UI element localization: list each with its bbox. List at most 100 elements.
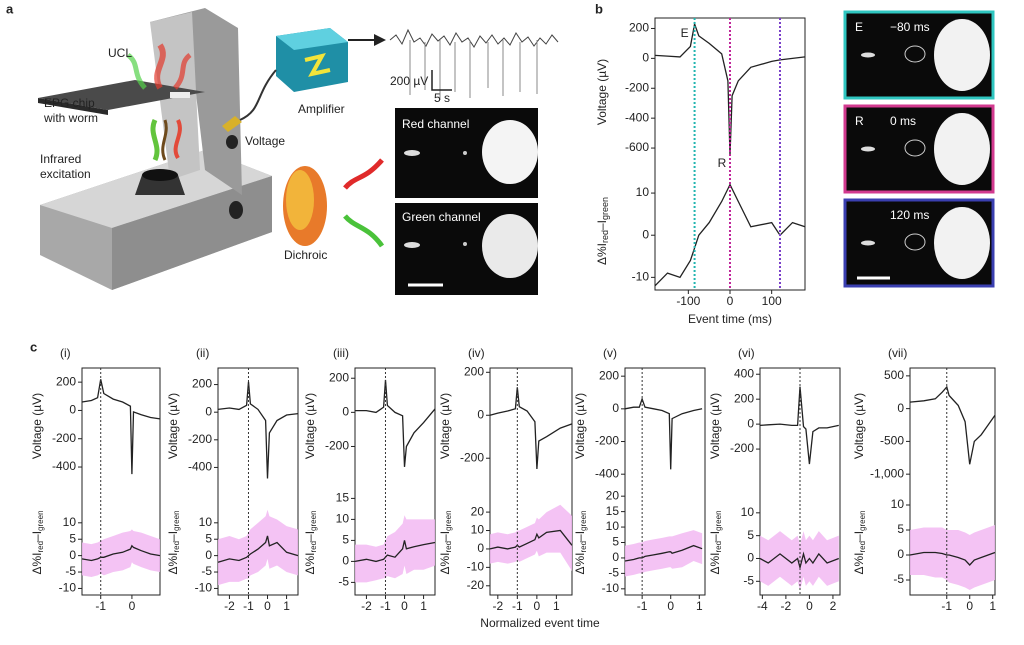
frames: E −80 ms R 0 ms 120 ms <box>843 10 995 288</box>
y-tick-label: 15 <box>606 504 620 518</box>
y-tick-label: 0 <box>747 551 754 565</box>
y-axis-label: Δ%Ired–Igreen <box>438 510 453 574</box>
label: EPG chip <box>44 96 95 110</box>
y-axis-label: Δ%Ired–Igreen <box>30 510 45 574</box>
microscope-part <box>173 53 192 90</box>
label-part: green <box>858 510 867 530</box>
microscope-part <box>150 118 160 162</box>
camera-image-part <box>482 214 538 278</box>
y-axis-label: Voltage (µV) <box>303 393 317 459</box>
y-tick-label: 0 <box>342 554 349 568</box>
microscope-part <box>170 92 190 98</box>
label-part: –I <box>303 531 317 541</box>
microscope-part <box>229 201 243 219</box>
data-line <box>654 21 806 156</box>
data-line <box>81 544 161 562</box>
label-part: green <box>36 510 45 530</box>
y-tick-label: -200 <box>460 450 484 464</box>
x-tick-label: -1 <box>512 599 523 613</box>
camera-image-part <box>404 242 420 248</box>
annotation: E <box>681 26 689 40</box>
image-blob <box>861 240 875 246</box>
y-tick-label: 5 <box>342 533 349 547</box>
x-tick-label: 1 <box>283 599 290 613</box>
x-axis-label: Normalized event time <box>480 616 600 630</box>
chart-label: (vi) <box>738 346 755 360</box>
x-tick-label: -1 <box>637 599 648 613</box>
label: Red channel <box>402 117 469 131</box>
data-line <box>909 551 996 566</box>
label-part: green <box>600 197 610 220</box>
y-axis-label: Voltage (µV) <box>708 393 722 459</box>
label-part: Δ%I <box>30 553 44 575</box>
label-part: Δ%I <box>595 243 609 265</box>
label-part: red <box>172 541 181 553</box>
x-tick-label: 0 <box>129 599 136 613</box>
microscope-part <box>135 175 185 195</box>
label: excitation <box>40 167 91 181</box>
y-tick-label: 500 <box>884 368 904 382</box>
x-tick-label: 0 <box>966 599 973 613</box>
chart: (vi) 400 200 0 -200 Voltage (µV) 10 5 0 -5 Δ%Ired–… <box>708 346 841 613</box>
voltage-trace <box>389 28 559 100</box>
x-tick-label: -2 <box>224 599 235 613</box>
chart-label: (ii) <box>196 346 209 360</box>
label-part: red <box>36 541 45 553</box>
data-line <box>624 544 703 562</box>
amplifier-part <box>374 34 386 46</box>
label-part: green <box>579 510 588 530</box>
y-tick-label: 200 <box>56 374 76 388</box>
x-tick-label: -1 <box>95 599 106 613</box>
y-tick-label: -200 <box>730 441 754 455</box>
microscope-part <box>173 119 182 160</box>
y-tick-label: -1,000 <box>870 466 904 480</box>
amplifier-part <box>276 28 348 50</box>
data-line <box>217 535 299 563</box>
label: Infrared <box>40 152 81 166</box>
y-tick-label: 10 <box>636 185 650 199</box>
y-tick-label: 10 <box>471 523 485 537</box>
microscope-part <box>150 8 242 195</box>
chart-label: (iii) <box>333 346 349 360</box>
label-part: –I <box>708 531 722 541</box>
camera-image-part <box>482 120 538 184</box>
y-axis-label: Voltage (µV) <box>166 393 180 459</box>
x-tick-label: 1 <box>696 599 703 613</box>
error-band <box>910 525 995 590</box>
x-tick-label: 0 <box>727 294 734 308</box>
frame-label: R <box>855 114 864 128</box>
x-tick-label: 0 <box>401 599 408 613</box>
y-tick-label: 200 <box>629 21 649 35</box>
y-tick-label: 0 <box>69 548 76 562</box>
y-tick-label: 0 <box>612 401 619 415</box>
label-part: Δ%I <box>708 553 722 575</box>
y-tick-label: -5 <box>893 572 904 586</box>
image-blob <box>934 113 990 185</box>
label-part: red <box>858 541 867 553</box>
panel-label: c <box>30 339 37 354</box>
voltage-trace-part <box>389 28 559 48</box>
y-tick-label: -400 <box>625 110 649 124</box>
y-tick-label: -400 <box>188 460 212 474</box>
x-tick-label: 100 <box>762 294 782 308</box>
y-tick-label: 0 <box>205 404 212 418</box>
data-line <box>759 386 839 465</box>
y-tick-label: 10 <box>199 515 213 529</box>
y-tick-label: 200 <box>599 368 619 382</box>
x-tick-label: 2 <box>830 599 837 613</box>
label-part: –I <box>595 220 609 230</box>
y-tick-label: 5 <box>747 528 754 542</box>
data-line <box>489 387 573 470</box>
data-line <box>654 183 806 287</box>
y-tick-label: -5 <box>338 575 349 589</box>
y-tick-label: -10 <box>59 581 77 595</box>
x-tick-label: -2 <box>361 599 372 613</box>
y-tick-label: -10 <box>632 270 650 284</box>
label: Amplifier <box>298 102 345 116</box>
y-tick-label: -200 <box>595 434 619 448</box>
annotation: R <box>718 156 727 170</box>
label-part: red <box>444 541 453 553</box>
